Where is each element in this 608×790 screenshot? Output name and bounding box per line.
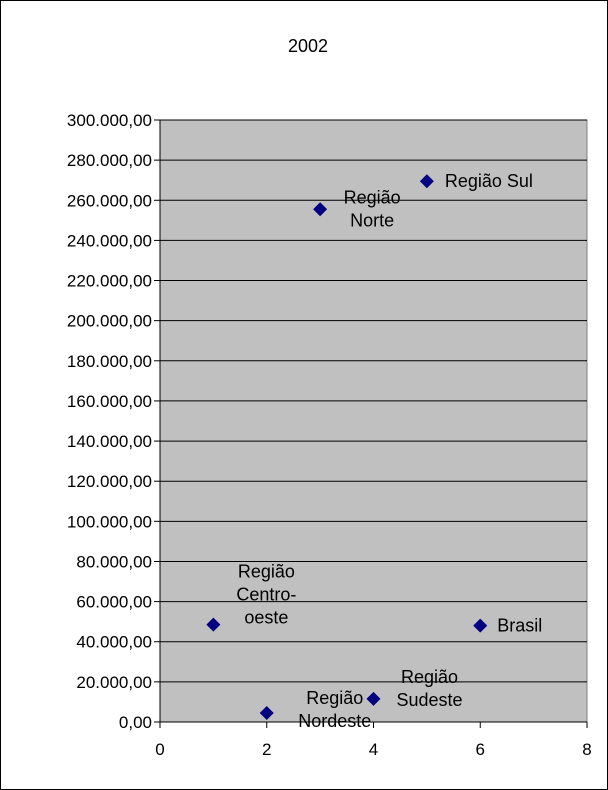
y-tick-label: 60.000,00 [76, 593, 152, 612]
x-tick-label: 4 [369, 740, 378, 759]
y-tick-label: 200.000,00 [67, 312, 152, 331]
data-label: Região Norte [344, 187, 401, 230]
y-tick-label: 20.000,00 [76, 673, 152, 692]
x-tick-label: 0 [155, 740, 164, 759]
x-tick-label: 8 [582, 740, 591, 759]
data-point-marker [419, 174, 434, 189]
x-tick-label: 6 [476, 740, 485, 759]
data-point-marker [473, 618, 488, 633]
chart-title: 2002 [288, 36, 328, 56]
y-tick-label: 40.000,00 [76, 633, 152, 652]
plot-area [159, 119, 588, 723]
data-label: Região Nordeste [298, 688, 371, 731]
y-tick-label: 220.000,00 [67, 272, 152, 291]
x-tick-label: 2 [262, 740, 271, 759]
y-tick-label: 260.000,00 [67, 191, 152, 210]
data-label: Região Centro-oeste [236, 562, 296, 628]
y-tick-label: 160.000,00 [67, 392, 152, 411]
data-label: Brasil [497, 616, 542, 636]
y-tick-label: 120.000,00 [67, 472, 152, 491]
y-tick-label: 280.000,00 [67, 151, 152, 170]
data-point-marker [366, 691, 381, 706]
y-tick-label: 140.000,00 [67, 432, 152, 451]
data-label: Região Sul [445, 171, 533, 191]
y-tick-label: 180.000,00 [67, 352, 152, 371]
x-axis-ticks: 0 2 4 6 8 [155, 722, 592, 759]
gridlines [160, 119, 587, 683]
data-points [206, 174, 488, 720]
y-tick-label: 300.000,00 [67, 111, 152, 130]
y-tick-label: 80.000,00 [76, 552, 152, 571]
y-axis-ticks: 0,00 20.000,00 40.000,00 60.000,00 80.000,00… [67, 111, 160, 732]
data-point-marker [313, 202, 328, 217]
y-tick-label: 100.000,00 [67, 512, 152, 531]
y-tick-label: 0,00 [119, 713, 152, 732]
data-point-marker [259, 705, 274, 720]
data-label: Região Sudeste [396, 667, 462, 710]
data-point-marker [206, 617, 221, 632]
y-tick-label: 240.000,00 [67, 231, 152, 250]
data-labels: Região Centro-oeste Região Nordeste Região No… [236, 171, 542, 731]
